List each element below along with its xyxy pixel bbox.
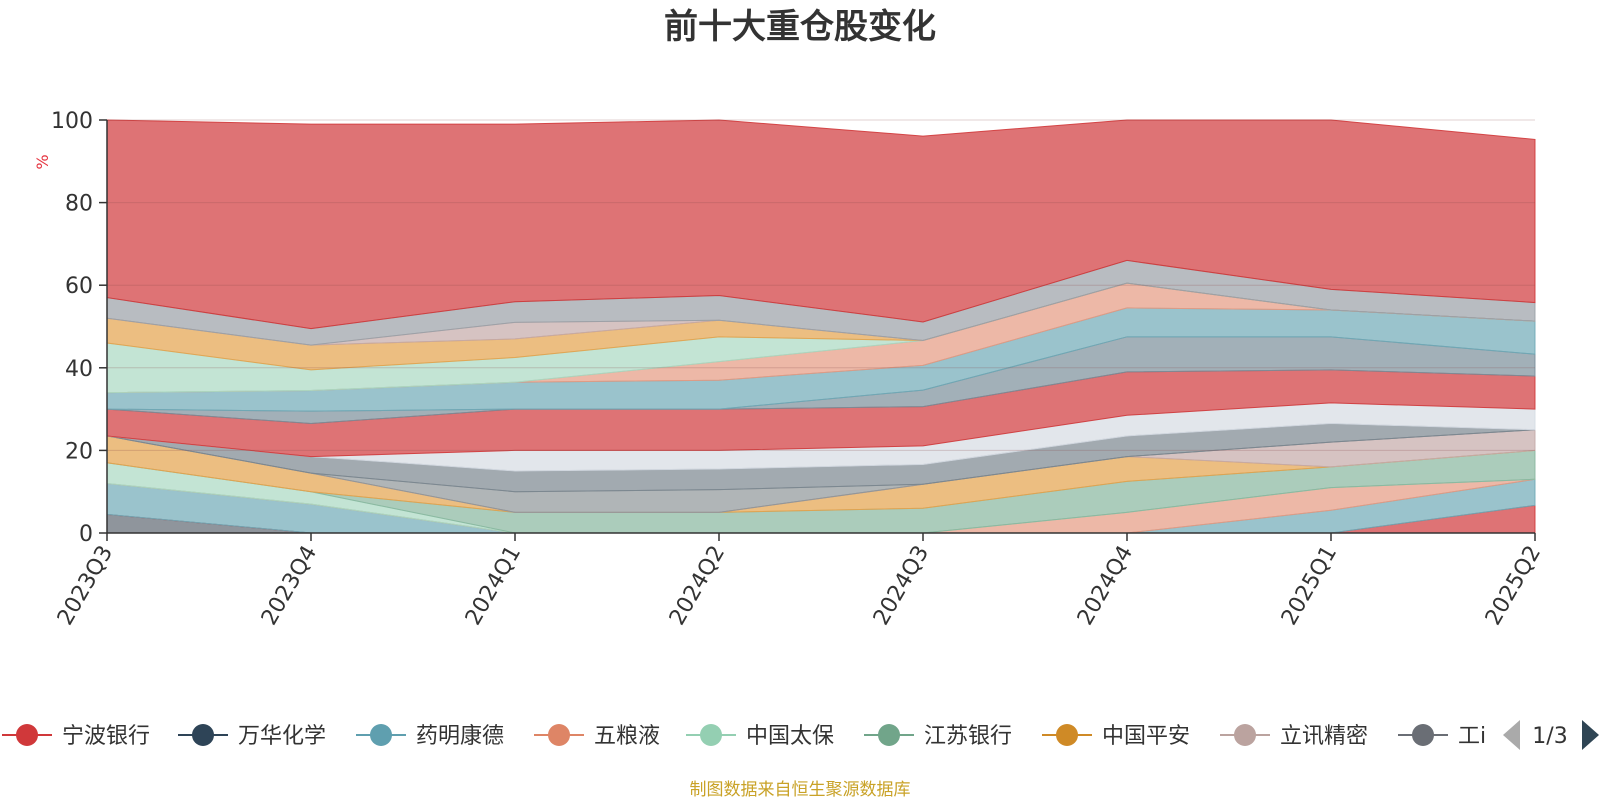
legend-marker-icon	[1056, 724, 1078, 746]
data-source-note: 制图数据来自恒生聚源数据库	[690, 780, 911, 800]
legend-item[interactable]: 工i	[1398, 724, 1486, 749]
legend-label: 江苏银行	[924, 724, 1012, 749]
legend-item[interactable]: 立讯精密	[1220, 724, 1368, 749]
x-tick-label: 2023Q3	[53, 542, 118, 630]
legend-marker-icon	[370, 724, 392, 746]
legend-page-indicator: 1/3	[1532, 724, 1567, 749]
y-axis: 0 20 40 60 80 100	[51, 109, 108, 547]
x-tick-label: 2025Q2	[1481, 542, 1546, 630]
legend-marker-icon	[192, 724, 214, 746]
arrow-left-icon[interactable]	[1503, 720, 1520, 750]
arrow-right-icon[interactable]	[1582, 720, 1599, 750]
legend-item[interactable]: 药明康德	[356, 724, 504, 749]
y-tick-label: 100	[51, 109, 93, 134]
legend-marker-icon	[700, 724, 722, 746]
x-axis: 2023Q3 2023Q4 2024Q1 2024Q2 2024Q3 2024Q4 2025…	[53, 532, 1546, 630]
area-layers	[106, 119, 1536, 534]
x-tick-label: 2024Q1	[461, 542, 526, 630]
legend-next-button[interactable]	[1582, 720, 1599, 750]
x-tick-label: 2024Q2	[665, 542, 730, 630]
x-tick-label: 2024Q3	[869, 542, 934, 630]
legend-item[interactable]: 万华化学	[178, 724, 326, 749]
y-tick-label: 0	[79, 522, 93, 547]
legend-label: 宁波银行	[62, 724, 150, 749]
y-tick-label: 20	[65, 439, 93, 464]
legend-marker-icon	[1412, 724, 1434, 746]
legend-label: 五粮液	[594, 724, 660, 749]
y-axis-unit: %	[33, 154, 52, 169]
legend-label: 中国平安	[1102, 724, 1190, 749]
legend-item[interactable]: 中国平安	[1042, 724, 1190, 749]
legend-marker-icon	[1234, 724, 1256, 746]
legend-label: 中国太保	[746, 724, 834, 749]
legend-label: 工i	[1458, 724, 1486, 749]
y-tick-label: 60	[65, 274, 93, 299]
legend-marker-icon	[548, 724, 570, 746]
legend-label: 万华化学	[238, 724, 326, 749]
legend-label: 药明康德	[416, 724, 504, 749]
y-tick-label: 40	[65, 357, 93, 382]
legend-marker-icon	[16, 724, 38, 746]
x-tick-label: 2024Q4	[1073, 542, 1138, 630]
legend-prev-button[interactable]	[1503, 720, 1520, 750]
area-series-19	[106, 119, 1536, 330]
legend-item[interactable]: 五粮液	[534, 724, 660, 749]
legend-item[interactable]: 中国太保	[686, 724, 834, 749]
legend-marker-icon	[878, 724, 900, 746]
x-tick-label: 2023Q4	[257, 542, 322, 630]
y-tick-label: 80	[65, 192, 93, 217]
legend-label: 立讯精密	[1280, 724, 1368, 749]
legend: 宁波银行 万华化学 药明康德 五粮液 中国太保 江苏银行 中国平安 立讯精密 工i	[2, 724, 1486, 749]
chart-title: 前十大重仓股变化	[664, 7, 936, 47]
grid-lines	[107, 119, 1535, 451]
legend-item[interactable]: 江苏银行	[864, 724, 1012, 749]
legend-item[interactable]: 宁波银行	[2, 724, 150, 749]
x-tick-label: 2025Q1	[1277, 542, 1342, 630]
